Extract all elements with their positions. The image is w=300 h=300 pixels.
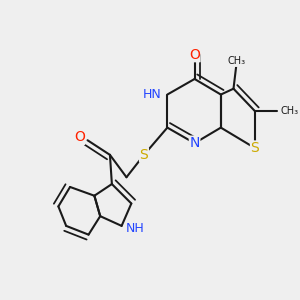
Text: S: S bbox=[250, 141, 259, 155]
Text: O: O bbox=[74, 130, 85, 144]
Text: O: O bbox=[189, 48, 200, 62]
Text: S: S bbox=[140, 148, 148, 162]
Text: CH₃: CH₃ bbox=[280, 106, 298, 116]
Text: N: N bbox=[189, 136, 200, 150]
Text: NH: NH bbox=[126, 222, 145, 235]
Text: HN: HN bbox=[143, 88, 161, 101]
Text: CH₃: CH₃ bbox=[227, 56, 245, 67]
